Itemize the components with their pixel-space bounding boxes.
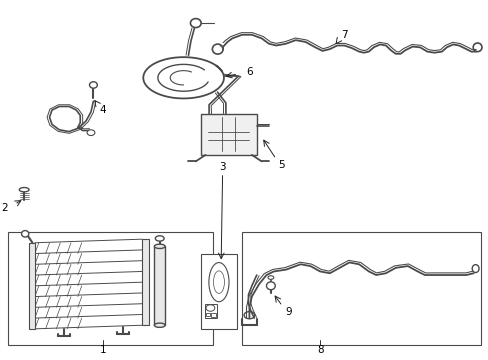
Ellipse shape [155, 236, 164, 241]
Text: 6: 6 [246, 67, 253, 77]
Ellipse shape [89, 82, 97, 88]
Ellipse shape [154, 323, 165, 327]
Text: 4: 4 [100, 105, 106, 114]
Text: 2: 2 [1, 203, 8, 213]
Text: 9: 9 [285, 307, 291, 317]
Bar [200, 114, 256, 155]
Ellipse shape [266, 282, 275, 290]
Text: 7: 7 [340, 30, 347, 40]
Text: 3: 3 [219, 162, 225, 172]
Polygon shape [28, 243, 35, 329]
Ellipse shape [213, 271, 224, 293]
Bar [154, 246, 165, 325]
Bar [242, 232, 480, 345]
Bar [204, 305, 216, 318]
Text: 8: 8 [316, 345, 323, 355]
Ellipse shape [205, 305, 214, 311]
Ellipse shape [87, 130, 95, 135]
Ellipse shape [208, 262, 228, 302]
Ellipse shape [267, 276, 273, 279]
Ellipse shape [20, 188, 29, 192]
Text: 1: 1 [100, 345, 106, 355]
Bar [200, 253, 237, 329]
Bar [8, 232, 212, 345]
Ellipse shape [154, 244, 165, 248]
Polygon shape [142, 239, 149, 325]
Text: 5: 5 [278, 160, 285, 170]
Bar [205, 313, 210, 316]
Ellipse shape [21, 230, 29, 237]
Bar [211, 313, 215, 318]
